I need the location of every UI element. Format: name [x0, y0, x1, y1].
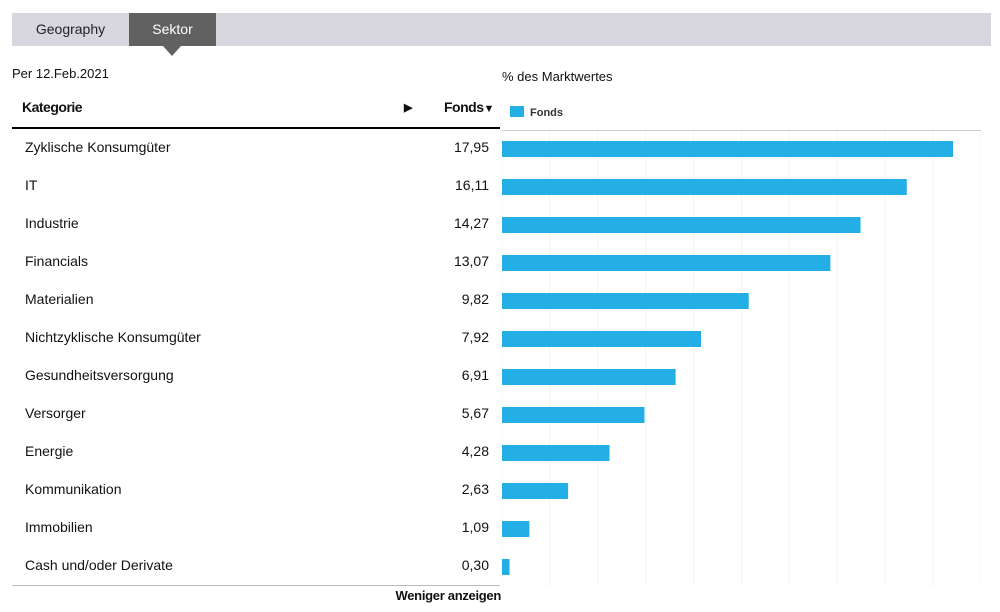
table-row: Industrie 14,27 [12, 204, 500, 242]
value-label: 5,67 [461, 405, 489, 421]
bar[interactable] [502, 255, 831, 271]
value-label: 1,09 [461, 519, 489, 535]
table-row: Energie 4,28 [12, 432, 500, 470]
table-bottom-divider [12, 585, 500, 586]
column-header-fund[interactable]: Fonds▼ [444, 99, 494, 115]
category-label: Materialien [25, 291, 94, 307]
bar[interactable] [502, 369, 676, 385]
bar[interactable] [502, 141, 953, 157]
table-row: Versorger 5,67 [12, 394, 500, 432]
category-label: Versorger [25, 405, 86, 421]
table-row: Financials 13,07 [12, 242, 500, 280]
value-label: 4,28 [461, 443, 489, 459]
tab-geography[interactable]: Geography [35, 21, 106, 37]
table-row: IT 16,11 [12, 166, 500, 204]
column-header-category[interactable]: Kategorie [22, 99, 83, 115]
table-row: Immobilien 1,09 [12, 508, 500, 546]
triangle-right-icon[interactable]: ▶ [404, 102, 412, 114]
fund-label: Fonds [444, 99, 484, 115]
bar-chart [502, 131, 981, 587]
bar[interactable] [502, 559, 510, 575]
show-less-link[interactable]: Weniger anzeigen [395, 588, 502, 603]
bar[interactable] [502, 407, 645, 423]
category-label: Energie [25, 443, 74, 459]
category-label: Financials [25, 253, 89, 269]
triangle-down-icon: ▼ [483, 103, 495, 115]
table-row: Zyklische Konsumgüter 17,95 [12, 128, 500, 166]
value-label: 2,63 [461, 481, 489, 497]
tab-sektor[interactable]: Sektor [129, 13, 216, 56]
category-label: IT [25, 177, 38, 193]
legend-swatch [510, 106, 524, 117]
bar[interactable] [502, 293, 749, 309]
table-row: Kommunikation 2,63 [12, 470, 500, 508]
as-of-date: Per 12.Feb.2021 [12, 66, 109, 81]
category-label: Gesundheitsversorgung [25, 367, 174, 383]
category-label: Industrie [25, 215, 79, 231]
value-label: 13,07 [453, 253, 489, 269]
table-row: Cash und/oder Derivate 0,30 [12, 546, 500, 584]
value-label: 9,82 [461, 291, 489, 307]
legend-label: Fonds [530, 107, 563, 119]
chart-title: % des Marktwertes [502, 69, 613, 84]
category-label: Kommunikation [25, 481, 122, 497]
category-label: Cash und/oder Derivate [25, 557, 173, 573]
value-label: 16,11 [455, 177, 489, 193]
bar[interactable] [502, 179, 907, 195]
table-row: Materialien 9,82 [12, 280, 500, 318]
bar[interactable] [502, 331, 701, 347]
legend: Fonds [510, 106, 563, 119]
value-label: 17,95 [453, 139, 489, 155]
bar[interactable] [502, 483, 569, 499]
tab-bar: Geography Sektor [12, 13, 991, 56]
value-label: 6,91 [461, 367, 489, 383]
header-divider [12, 127, 500, 129]
value-label: 7,92 [461, 329, 489, 345]
category-label: Immobilien [25, 519, 93, 535]
table-row: Gesundheitsversorgung 6,91 [12, 356, 500, 394]
category-label: Nichtzyklische Konsumgüter [25, 329, 201, 345]
table-row: Nichtzyklische Konsumgüter 7,92 [12, 318, 500, 356]
bar[interactable] [502, 217, 861, 233]
value-label: 0,30 [461, 557, 489, 573]
chart-top-divider [502, 130, 981, 131]
bar[interactable] [502, 521, 530, 537]
category-label: Zyklische Konsumgüter [25, 139, 171, 155]
value-label: 14,27 [453, 215, 489, 231]
bar[interactable] [502, 445, 610, 461]
